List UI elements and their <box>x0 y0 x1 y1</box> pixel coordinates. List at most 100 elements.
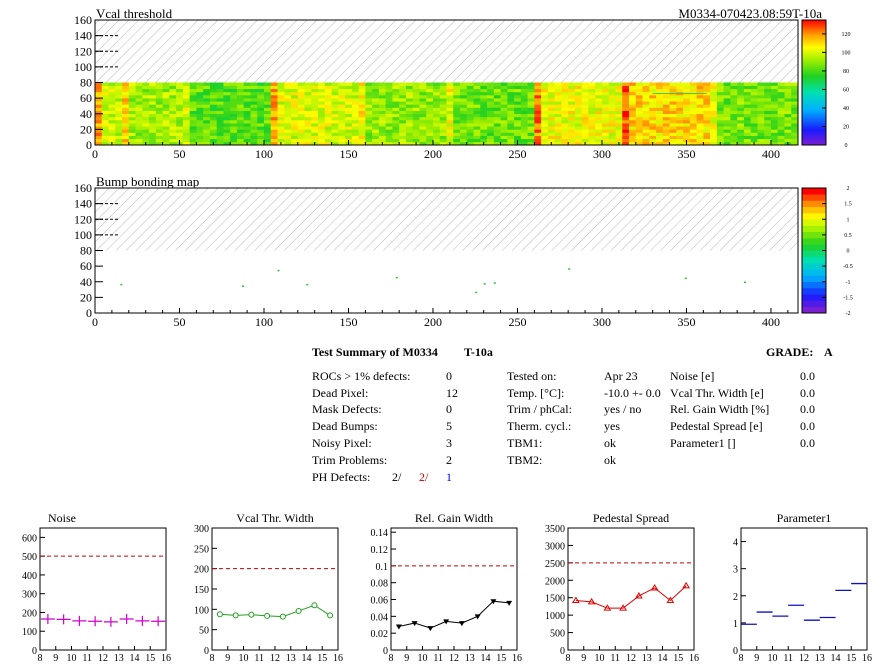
y-tick-label: 0.02 <box>371 629 389 640</box>
x-tick-label: 16 <box>689 653 699 664</box>
vcal-threshold-map: 0 50 100 150 200 250 300 350 4000204060801001201… <box>74 6 851 161</box>
y-tick-label: 0 <box>560 646 565 657</box>
x-tick-label: 14 <box>658 653 668 664</box>
y-tick-label: 500 <box>550 629 565 640</box>
plot-title: Noise <box>48 511 76 525</box>
data-point <box>490 599 497 605</box>
x-tick-label: 12 <box>449 653 459 664</box>
y-tick-label: 600 <box>22 533 37 544</box>
x-tick-label: 150 <box>339 315 357 329</box>
colorbar-tick-label: 1.5 <box>844 202 852 208</box>
x-tick-label: 16 <box>161 653 171 664</box>
y-tick-label: 0.04 <box>371 612 389 623</box>
plot-frame <box>740 527 868 651</box>
pedestal-spread-plot: Pedestal Spread 0 500 1000 1500 2000 2500 3000 3… <box>545 511 699 664</box>
colorbar-tick-label: 2 <box>847 186 850 192</box>
data-point <box>603 604 612 611</box>
module-id-label: M0334-070423.08:59T-10a <box>678 6 822 21</box>
x-tick-label: 14 <box>831 653 841 664</box>
data-point <box>411 621 418 627</box>
x-tick-label: 16 <box>512 653 522 664</box>
x-tick-label: 250 <box>508 147 526 161</box>
masked-region <box>95 20 798 83</box>
x-tick-label: 9 <box>225 653 230 664</box>
x-tick-label: 100 <box>255 147 273 161</box>
x-tick-label: 150 <box>339 147 357 161</box>
plot-title: Pedestal Spread <box>593 511 669 525</box>
x-tick-label: 8 <box>38 653 43 664</box>
colorbar-tick-label: -1 <box>846 280 851 286</box>
y-tick-label: 140 <box>74 29 92 43</box>
y-tick-label: 0 <box>383 646 388 657</box>
colorbar-tick-label: 0.5 <box>844 233 852 239</box>
y-tick-label: 300 <box>22 590 37 601</box>
y-tick-label: 160 <box>74 181 92 195</box>
y-tick-label: 0.06 <box>371 596 389 607</box>
y-tick-label: 3000 <box>545 541 565 552</box>
data-point <box>619 604 628 611</box>
y-tick-label: 160 <box>74 13 92 27</box>
y-tick-label: 0.14 <box>371 528 389 539</box>
x-tick-label: 250 <box>508 315 526 329</box>
data-point <box>88 616 103 627</box>
data-point <box>232 612 239 619</box>
y-tick-label: 1000 <box>545 611 565 622</box>
y-tick-label: 120 <box>74 44 92 58</box>
y-tick-label: 2 <box>733 592 738 603</box>
x-tick-label: 16 <box>333 653 343 664</box>
y-tick-label: 3 <box>733 565 738 576</box>
x-tick-label: 10 <box>239 653 249 664</box>
data-point <box>248 611 255 618</box>
x-tick-label: 8 <box>389 653 394 664</box>
y-tick-label: 4 <box>733 538 738 549</box>
x-tick-label: 0 <box>92 147 98 161</box>
y-tick-label: 20 <box>80 122 92 136</box>
bump-point <box>493 282 496 284</box>
data-point <box>56 614 71 625</box>
bump-point <box>475 291 478 294</box>
plot-frame <box>567 527 695 651</box>
colorbar: 0 20 40 60 80 100 120 <box>801 19 851 149</box>
x-tick-label: 10 <box>595 653 605 664</box>
plot-frame <box>39 527 167 651</box>
x-tick-label: 10 <box>418 653 428 664</box>
data-point <box>327 612 334 619</box>
x-tick-label: 15 <box>317 653 327 664</box>
x-tick-label: 0 <box>92 315 98 329</box>
data-point <box>72 615 87 626</box>
data-point <box>650 583 659 591</box>
colorbar-tick-label: 1 <box>847 217 850 223</box>
y-tick-label: 60 <box>80 259 92 273</box>
y-tick-label: 40 <box>80 107 92 121</box>
x-tick-label: 9 <box>754 653 759 664</box>
y-tick-label: 1500 <box>545 594 565 605</box>
x-tick-label: 350 <box>677 315 695 329</box>
data-point <box>682 581 691 589</box>
colorbar-tick-label: 20 <box>843 124 849 130</box>
plot-frame <box>211 527 339 651</box>
data-point <box>264 612 271 619</box>
y-tick-label: 0.12 <box>371 545 389 556</box>
y-tick-label: 200 <box>194 565 209 576</box>
x-tick-label: 15 <box>145 653 155 664</box>
bump-bonding-map: 0 50 100 150 200 250 300 350 4000204060801001201… <box>74 174 853 329</box>
y-tick-label: 40 <box>80 275 92 289</box>
x-tick-label: 50 <box>173 147 185 161</box>
masked-region <box>95 188 798 251</box>
y-tick-label: 20 <box>80 290 92 304</box>
colorbar-tick-label: 0 <box>847 249 850 255</box>
x-tick-label: 11 <box>82 653 92 664</box>
y-tick-label: 100 <box>74 228 92 242</box>
data-point <box>571 596 580 604</box>
y-tick-label: 250 <box>194 544 209 555</box>
y-tick-label: 0.1 <box>376 562 389 573</box>
x-tick-label: 13 <box>815 653 825 664</box>
data-point <box>634 591 643 599</box>
y-tick-label: 0 <box>32 646 37 657</box>
data-point <box>279 613 286 620</box>
colorbar-tick-label: -2 <box>846 311 851 317</box>
x-tick-label: 400 <box>762 147 780 161</box>
x-tick-label: 300 <box>593 315 611 329</box>
bump-point <box>306 283 309 286</box>
